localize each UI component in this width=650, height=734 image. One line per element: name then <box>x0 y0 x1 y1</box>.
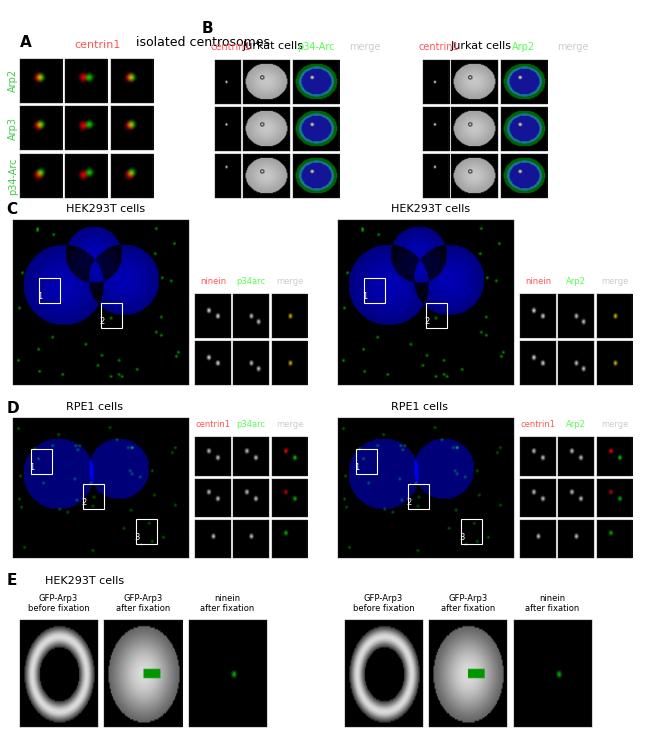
Bar <box>136 519 157 544</box>
Text: HEK293T cells: HEK293T cells <box>391 204 470 214</box>
Text: 1: 1 <box>188 303 194 312</box>
Bar <box>461 519 482 544</box>
Text: 3: 3 <box>188 527 194 537</box>
Text: GFP-Arp3
after fixation: GFP-Arp3 after fixation <box>116 594 170 614</box>
Text: HEK293T cells: HEK293T cells <box>45 575 124 586</box>
Text: D: D <box>6 401 19 415</box>
Bar <box>426 303 447 327</box>
Text: merge: merge <box>558 42 589 52</box>
Text: merge: merge <box>601 421 629 429</box>
Bar <box>408 484 429 509</box>
Text: GFP-Arp3
after fixation: GFP-Arp3 after fixation <box>441 594 495 614</box>
Text: ninein: ninein <box>200 277 226 286</box>
Text: Arp2: Arp2 <box>566 421 586 429</box>
Text: merge: merge <box>601 277 629 286</box>
Text: 1: 1 <box>38 292 43 302</box>
Text: merge: merge <box>276 277 304 286</box>
Text: p34arc: p34arc <box>237 421 266 429</box>
Text: E: E <box>6 573 17 588</box>
Text: 1: 1 <box>29 463 34 472</box>
Text: 1: 1 <box>363 292 368 302</box>
Bar <box>31 449 51 474</box>
Text: centrin1: centrin1 <box>521 421 555 429</box>
Text: 2: 2 <box>81 498 86 507</box>
Text: 3: 3 <box>459 533 465 542</box>
Bar <box>364 278 385 303</box>
Text: centrin1: centrin1 <box>211 42 251 52</box>
Text: Arp2: Arp2 <box>566 277 586 286</box>
Text: ninein
after fixation: ninein after fixation <box>525 594 580 614</box>
Text: B: B <box>202 21 213 36</box>
Text: 2: 2 <box>514 350 519 359</box>
Text: 1: 1 <box>514 303 519 312</box>
Text: Jurkat cells: Jurkat cells <box>242 40 304 51</box>
Text: Arp2: Arp2 <box>8 69 18 92</box>
Text: GFP-Arp3
before fixation: GFP-Arp3 before fixation <box>353 594 414 614</box>
Text: RPE1 cells: RPE1 cells <box>391 402 448 413</box>
Text: Arp3: Arp3 <box>8 117 18 140</box>
Text: HEK293T cells: HEK293T cells <box>66 204 145 214</box>
Text: Jurkat cells: Jurkat cells <box>450 40 512 51</box>
Bar <box>101 303 122 327</box>
Bar <box>83 484 104 509</box>
Text: p34-Arc: p34-Arc <box>8 157 18 195</box>
Text: C: C <box>6 203 18 217</box>
Text: centrin1: centrin1 <box>196 421 230 429</box>
Text: A: A <box>20 34 31 50</box>
Text: 2: 2 <box>188 486 194 495</box>
Text: p34-Arc: p34-Arc <box>297 42 335 52</box>
Text: RPE1 cells: RPE1 cells <box>66 402 123 413</box>
Text: 2: 2 <box>514 486 519 495</box>
Text: 1: 1 <box>188 445 194 454</box>
Text: 2: 2 <box>188 350 194 359</box>
Text: GFP-Arp3
before fixation: GFP-Arp3 before fixation <box>28 594 89 614</box>
Text: 3: 3 <box>134 533 140 542</box>
Text: centrin1: centrin1 <box>75 40 121 50</box>
Text: centrin1: centrin1 <box>419 42 459 52</box>
Text: 1: 1 <box>354 463 359 472</box>
Text: merge: merge <box>350 42 381 52</box>
Text: isolated centrosomes: isolated centrosomes <box>136 36 270 48</box>
Text: Arp2: Arp2 <box>512 42 536 52</box>
Text: 3: 3 <box>514 527 519 537</box>
Text: 2: 2 <box>99 317 104 326</box>
Text: 2: 2 <box>406 498 411 507</box>
Text: 2: 2 <box>424 317 429 326</box>
Text: 1: 1 <box>514 445 519 454</box>
Text: merge: merge <box>276 421 304 429</box>
Text: ninein
after fixation: ninein after fixation <box>200 594 255 614</box>
Bar <box>40 278 60 303</box>
Text: ninein: ninein <box>525 277 551 286</box>
Text: p34arc: p34arc <box>237 277 266 286</box>
Bar <box>356 449 376 474</box>
